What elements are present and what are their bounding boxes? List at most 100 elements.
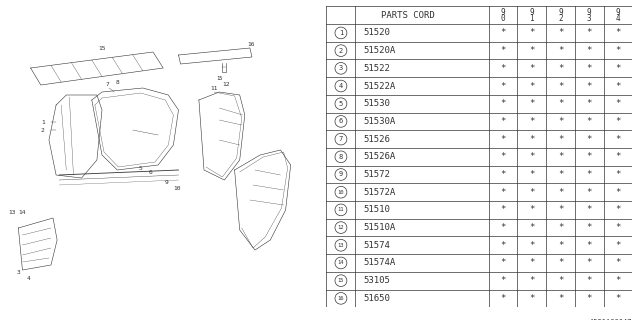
Text: 51650: 51650 — [363, 294, 390, 303]
Text: 51526: 51526 — [363, 135, 390, 144]
Text: *: * — [615, 46, 621, 55]
Text: *: * — [529, 82, 534, 91]
Text: *: * — [615, 205, 621, 214]
Text: *: * — [586, 205, 592, 214]
Text: *: * — [586, 170, 592, 179]
Text: 11: 11 — [211, 85, 218, 91]
Text: *: * — [586, 46, 592, 55]
Text: 51510: 51510 — [363, 205, 390, 214]
Text: *: * — [529, 259, 534, 268]
Text: *: * — [500, 294, 506, 303]
Text: 9: 9 — [529, 8, 534, 17]
Text: *: * — [615, 259, 621, 268]
Text: *: * — [557, 135, 563, 144]
Text: 16: 16 — [247, 42, 255, 46]
Text: 4: 4 — [339, 83, 343, 89]
Text: *: * — [529, 46, 534, 55]
Text: *: * — [529, 241, 534, 250]
Text: 51510A: 51510A — [363, 223, 396, 232]
Text: 14: 14 — [19, 211, 26, 215]
Text: 9: 9 — [164, 180, 168, 186]
Text: 51572: 51572 — [363, 170, 390, 179]
Text: *: * — [529, 64, 534, 73]
Text: 9: 9 — [587, 8, 591, 17]
Text: *: * — [529, 188, 534, 197]
Text: *: * — [615, 152, 621, 161]
Text: 9: 9 — [616, 8, 620, 17]
Text: 4: 4 — [616, 14, 620, 23]
Text: *: * — [529, 99, 534, 108]
Text: 10: 10 — [338, 190, 344, 195]
Text: 6: 6 — [149, 171, 153, 175]
Text: *: * — [586, 82, 592, 91]
Text: *: * — [615, 241, 621, 250]
Text: *: * — [557, 294, 563, 303]
Text: 51526A: 51526A — [363, 152, 396, 161]
Text: *: * — [557, 82, 563, 91]
Text: 51572A: 51572A — [363, 188, 396, 197]
Text: 5: 5 — [339, 101, 343, 107]
Text: 8: 8 — [339, 154, 343, 160]
Text: *: * — [529, 276, 534, 285]
Text: *: * — [557, 170, 563, 179]
Text: 0: 0 — [500, 14, 505, 23]
Text: *: * — [586, 276, 592, 285]
Text: *: * — [557, 241, 563, 250]
Text: *: * — [586, 188, 592, 197]
Text: 3: 3 — [587, 14, 591, 23]
Text: 15: 15 — [216, 76, 223, 81]
Text: *: * — [557, 188, 563, 197]
Text: 3: 3 — [339, 65, 343, 71]
Text: 7: 7 — [339, 136, 343, 142]
Text: *: * — [529, 135, 534, 144]
Text: *: * — [586, 152, 592, 161]
Text: 8: 8 — [115, 79, 119, 84]
Text: 11: 11 — [338, 207, 344, 212]
Text: 53105: 53105 — [363, 276, 390, 285]
Text: PARTS CORD: PARTS CORD — [381, 11, 435, 20]
Text: *: * — [615, 170, 621, 179]
Text: *: * — [615, 99, 621, 108]
Text: *: * — [615, 188, 621, 197]
Text: *: * — [500, 170, 506, 179]
Text: *: * — [500, 99, 506, 108]
Text: *: * — [615, 64, 621, 73]
Text: 12: 12 — [223, 83, 230, 87]
Text: *: * — [615, 135, 621, 144]
Text: *: * — [586, 117, 592, 126]
Text: 16: 16 — [338, 296, 344, 301]
Text: 10: 10 — [173, 186, 181, 190]
Text: 14: 14 — [338, 260, 344, 266]
Text: *: * — [500, 259, 506, 268]
Text: *: * — [557, 99, 563, 108]
Text: *: * — [615, 294, 621, 303]
Text: *: * — [500, 205, 506, 214]
Text: 1: 1 — [339, 30, 343, 36]
Text: *: * — [557, 276, 563, 285]
Text: *: * — [529, 294, 534, 303]
Text: 9: 9 — [558, 8, 563, 17]
Text: *: * — [500, 46, 506, 55]
Text: 51530: 51530 — [363, 99, 390, 108]
Text: *: * — [500, 82, 506, 91]
Text: 2: 2 — [558, 14, 563, 23]
Text: *: * — [500, 276, 506, 285]
Text: 7: 7 — [105, 83, 109, 87]
Text: *: * — [557, 259, 563, 268]
Text: *: * — [586, 99, 592, 108]
Text: 3: 3 — [17, 269, 20, 275]
Text: *: * — [557, 117, 563, 126]
Text: *: * — [586, 64, 592, 73]
Text: *: * — [500, 223, 506, 232]
Text: *: * — [529, 28, 534, 37]
Text: 9: 9 — [500, 8, 505, 17]
Text: *: * — [500, 152, 506, 161]
Text: *: * — [557, 64, 563, 73]
Text: 51522A: 51522A — [363, 82, 396, 91]
Text: 2: 2 — [339, 48, 343, 54]
Text: *: * — [500, 64, 506, 73]
Text: 15: 15 — [338, 278, 344, 283]
Text: 51522: 51522 — [363, 64, 390, 73]
Text: 5: 5 — [139, 165, 143, 171]
Text: 6: 6 — [339, 118, 343, 124]
